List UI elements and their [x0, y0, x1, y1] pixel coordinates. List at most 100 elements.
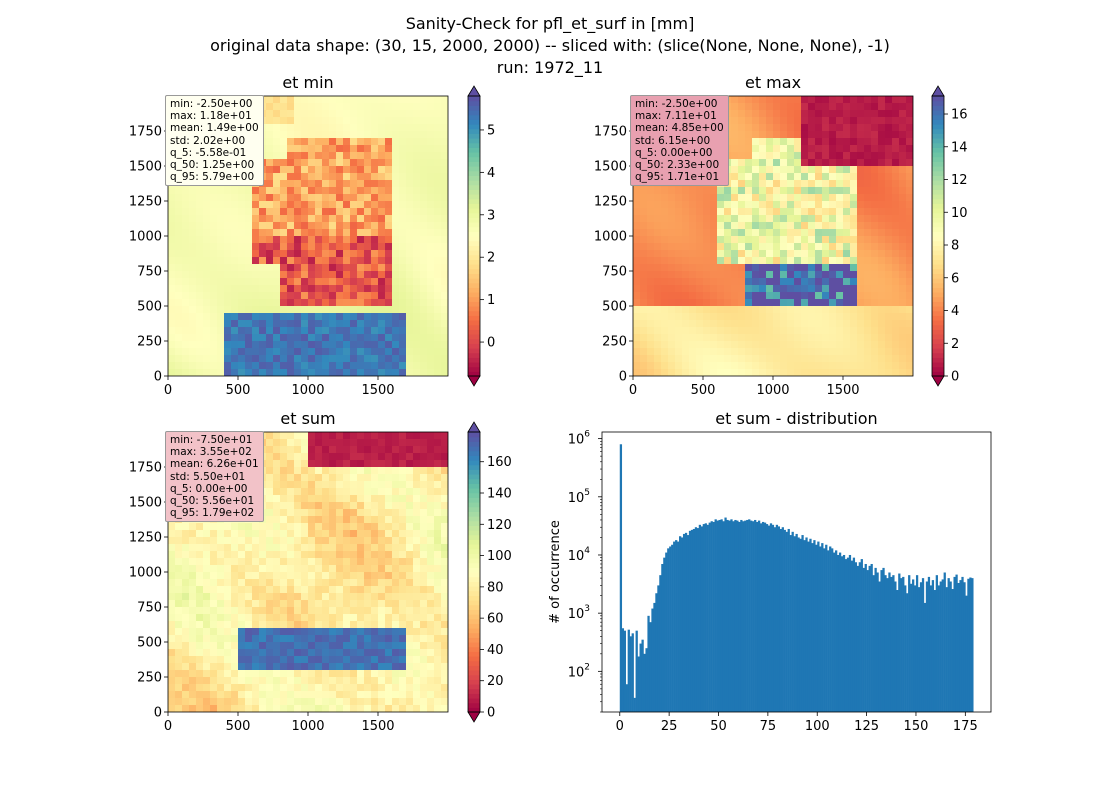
heatmap-cell — [399, 250, 407, 258]
heatmap-cell — [864, 208, 872, 216]
heatmap-cell — [322, 495, 330, 503]
heatmap-cell — [329, 432, 337, 440]
heatmap-cell — [385, 551, 393, 559]
heatmap-cell — [238, 614, 246, 622]
heatmap-cell — [752, 96, 760, 104]
heatmap-cell — [266, 271, 274, 279]
heatmap-cell — [427, 215, 435, 223]
heatmap-cell — [427, 201, 435, 209]
heatmap-cell — [301, 138, 309, 146]
heatmap-cell — [717, 271, 725, 279]
heatmap-cell — [413, 684, 421, 692]
heatmap-cell — [343, 285, 351, 293]
heatmap-cell — [427, 369, 435, 376]
heatmap-cell — [203, 600, 211, 608]
heatmap-cell — [252, 243, 260, 251]
heatmap-cell — [710, 306, 718, 314]
heatmap-cell — [752, 159, 760, 167]
heatmap-cell — [238, 187, 246, 195]
heatmap-cell — [434, 684, 442, 692]
heatmap-cell — [378, 110, 386, 118]
heatmap-cell — [259, 614, 267, 622]
heatmap-cell — [392, 369, 400, 376]
heatmap-cell — [413, 460, 421, 468]
heatmap-cell — [794, 103, 802, 111]
heatmap-cell — [385, 250, 393, 258]
heatmap-cell — [336, 705, 344, 712]
heatmap-cell — [217, 677, 225, 685]
colorbar-tick-label: 0 — [951, 370, 959, 385]
heatmap-cell — [343, 110, 351, 118]
heatmap-cell — [217, 271, 225, 279]
heatmap-cell — [343, 502, 351, 510]
heatmap-cell — [829, 145, 837, 153]
heatmap-cell — [182, 649, 190, 657]
heatmap-cell — [878, 320, 886, 328]
heatmap-cell — [427, 537, 435, 545]
heatmap-cell — [871, 117, 879, 125]
heatmap-cell — [259, 607, 267, 615]
heatmap-cell — [710, 292, 718, 300]
heatmap-cell — [731, 243, 739, 251]
heatmap-cell — [392, 509, 400, 517]
heatmap-cell — [427, 558, 435, 566]
heatmap-cell — [322, 369, 330, 376]
heatmap-cell — [357, 432, 365, 440]
heatmap-cell — [752, 264, 760, 272]
heatmap-cell — [357, 348, 365, 356]
heatmap-cell — [280, 187, 288, 195]
heatmap-cell — [189, 271, 197, 279]
heatmap-cell — [850, 243, 858, 251]
heatmap-cell — [245, 313, 253, 321]
heatmap-cell — [252, 579, 260, 587]
heatmap-cell — [878, 131, 886, 139]
heatmap-cell — [647, 236, 655, 244]
heatmap-cell — [843, 159, 851, 167]
heatmap-cell — [787, 264, 795, 272]
heatmap-cell — [322, 243, 330, 251]
heatmap-cell — [308, 530, 316, 538]
heatmap-cell — [203, 558, 211, 566]
heatmap-cell — [752, 138, 760, 146]
heatmap-panel-1: 0 500 1000 150002505007501000125015001750et… — [594, 73, 968, 398]
heatmap-cell — [878, 236, 886, 244]
heatmap-cell — [752, 236, 760, 244]
heatmap-cell — [378, 446, 386, 454]
heatmap-cell — [357, 208, 365, 216]
heatmap-cell — [420, 509, 428, 517]
heatmap-cell — [822, 110, 830, 118]
heatmap-cell — [434, 537, 442, 545]
heatmap-cell — [668, 194, 676, 202]
heatmap-cell — [420, 677, 428, 685]
heatmap-cell — [413, 222, 421, 230]
heatmap-cell — [343, 313, 351, 321]
heatmap-cell — [787, 103, 795, 111]
heatmap-cell — [738, 327, 746, 335]
heatmap-cell — [752, 222, 760, 230]
heatmap-cell — [182, 362, 190, 370]
heatmap-cell — [822, 299, 830, 307]
heatmap-cell — [203, 642, 211, 650]
heatmap-cell — [378, 313, 386, 321]
heatmap-cell — [857, 103, 865, 111]
heatmap-cell — [252, 537, 260, 545]
heatmap-cell — [238, 355, 246, 363]
heatmap-cell — [231, 215, 239, 223]
heatmap-cell — [759, 313, 767, 321]
heatmap-cell — [217, 208, 225, 216]
heatmap-cell — [787, 215, 795, 223]
heatmap-cell — [850, 334, 858, 342]
heatmap-cell — [196, 187, 204, 195]
heatmap-cell — [661, 306, 669, 314]
heatmap-cell — [815, 369, 823, 376]
heatmap-cell — [808, 285, 816, 293]
heatmap-cell — [647, 292, 655, 300]
heatmap-cell — [322, 348, 330, 356]
heatmap-cell — [364, 278, 372, 286]
heatmap-cell — [280, 649, 288, 657]
heatmap-cell — [406, 684, 414, 692]
heatmap-cell — [273, 369, 281, 376]
heatmap-cell — [259, 635, 267, 643]
heatmap-cell — [399, 656, 407, 664]
heatmap-cell — [675, 215, 683, 223]
